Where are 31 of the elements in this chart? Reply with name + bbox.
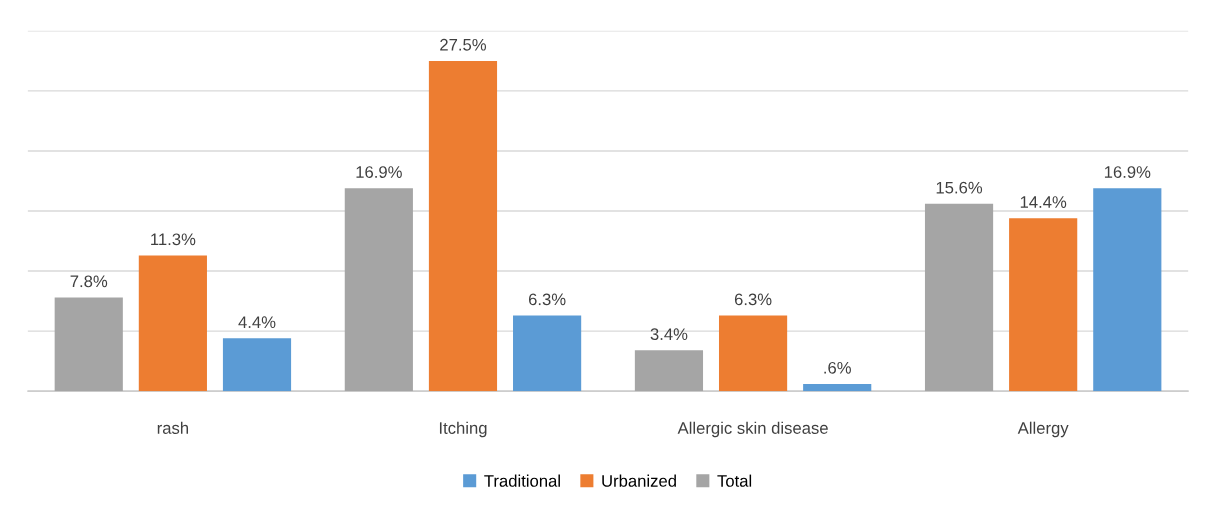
data-label: 7.8% (70, 275, 108, 288)
legend-label: Total (717, 474, 752, 487)
data-label: 11.3% (151, 233, 196, 246)
bar (718, 315, 788, 392)
bar (803, 383, 872, 392)
x-tick-label: Itching (439, 421, 487, 438)
bar (924, 203, 994, 392)
bar (54, 297, 123, 392)
data-label: 6.3% (734, 293, 772, 306)
data-label: 14.4% (1020, 196, 1067, 208)
data-label: 16.9% (1104, 166, 1151, 178)
bar (222, 338, 292, 392)
data-label: 3.4% (650, 328, 688, 341)
data-label: 16.9% (356, 166, 402, 178)
data-label: .6% (824, 361, 851, 374)
data-label: 6.3% (528, 293, 566, 306)
bar (428, 60, 498, 392)
x-tick-label: Allergy (1017, 421, 1069, 438)
bar (344, 188, 413, 392)
legend-label: Traditional (484, 474, 560, 487)
bar (1093, 188, 1162, 392)
bar (138, 255, 207, 392)
data-label: 15.6% (936, 181, 983, 194)
data-label: 4.4% (238, 316, 276, 328)
bar (634, 350, 704, 392)
bar (513, 315, 582, 392)
data-label: 27.5% (440, 38, 487, 51)
x-tick-label: Allergic skin disease (677, 421, 828, 438)
x-tick-label: rash (157, 421, 189, 434)
bar (1009, 218, 1078, 392)
legend-label: Urbanized (602, 474, 676, 487)
